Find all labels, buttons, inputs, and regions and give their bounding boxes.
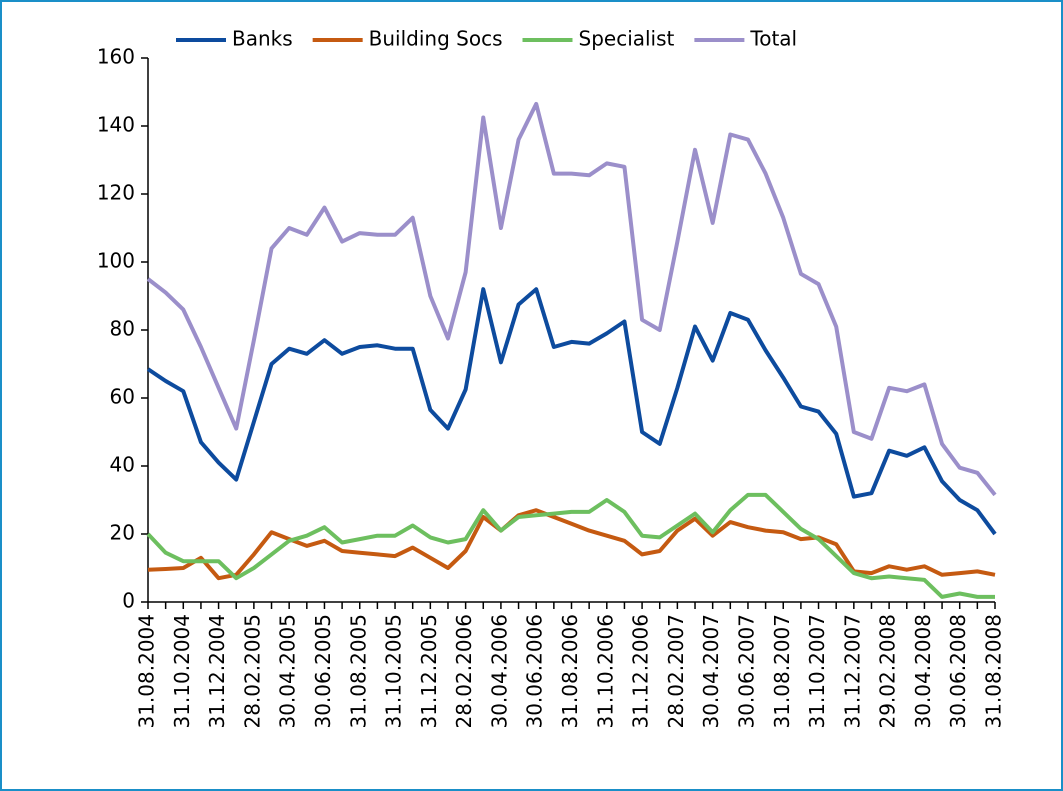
x-tick-label: 31.08.2007 xyxy=(770,614,794,729)
x-tick-label: 30.04.2007 xyxy=(699,614,723,729)
x-tick-label: 30.04.2005 xyxy=(276,614,300,729)
series-line xyxy=(146,287,997,536)
legend-label: Total xyxy=(749,27,797,51)
x-tick-label: 30.06.2005 xyxy=(311,614,335,729)
y-tick-label: 60 xyxy=(110,385,135,409)
x-tick-label: 31.08.2008 xyxy=(982,614,1006,729)
series-line xyxy=(146,492,995,599)
x-tick-label: 29.02.2008 xyxy=(876,614,900,729)
x-tick-label: 28.02.2005 xyxy=(240,614,264,729)
x-tick-label: 31.10.2005 xyxy=(382,614,406,729)
x-tick-label: 31.10.2006 xyxy=(593,614,617,729)
x-tick-label: 30.04.2008 xyxy=(911,614,935,729)
series-line xyxy=(146,101,997,497)
y-tick-label: 140 xyxy=(97,113,135,137)
y-tick-label: 160 xyxy=(97,45,135,69)
x-tick-label: 31.08.2006 xyxy=(558,614,582,729)
legend-label: Building Socs xyxy=(369,27,503,51)
y-tick-label: 100 xyxy=(97,249,135,273)
x-tick-label: 30.06.2008 xyxy=(946,614,970,729)
x-tick-label: 31.12.2006 xyxy=(629,614,653,729)
x-tick-label: 31.12.2005 xyxy=(417,614,441,729)
x-tick-label: 31.10.2004 xyxy=(170,614,194,729)
x-tick-label: 31.08.2005 xyxy=(346,614,370,729)
y-tick-label: 120 xyxy=(97,181,135,205)
x-tick-label: 30.04.2006 xyxy=(487,614,511,729)
x-tick-label: 31.12.2007 xyxy=(840,614,864,729)
x-tick-label: 31.08.2004 xyxy=(135,614,159,729)
x-tick-label: 30.06.2006 xyxy=(523,614,547,729)
y-tick-label: 20 xyxy=(110,521,135,545)
x-tick-label: 31.12.2004 xyxy=(205,614,229,729)
x-tick-label: 30.06.2007 xyxy=(734,614,758,729)
y-tick-label: 0 xyxy=(122,589,135,613)
y-tick-label: 40 xyxy=(110,453,135,477)
x-tick-label: 28.02.2006 xyxy=(452,614,476,729)
x-tick-label: 31.10.2007 xyxy=(805,614,829,729)
y-tick-label: 80 xyxy=(110,317,135,341)
legend-label: Banks xyxy=(232,27,293,51)
legend-label: Specialist xyxy=(579,27,675,51)
x-tick-label: 28.02.2007 xyxy=(664,614,688,729)
